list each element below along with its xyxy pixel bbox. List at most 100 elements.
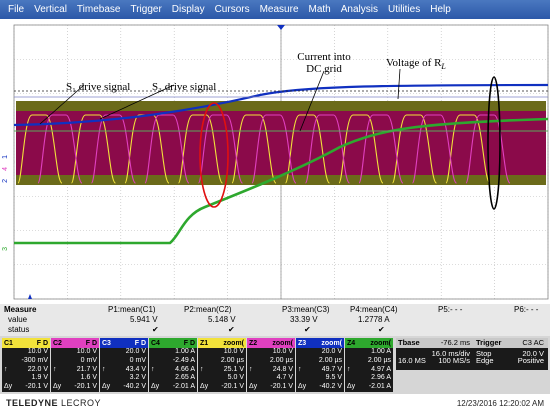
- timebase-samples: 16.0 MS: [398, 356, 426, 366]
- annotation-arrow: [397, 68, 401, 100]
- menu-item-vertical[interactable]: Vertical: [34, 4, 67, 15]
- channel-box-z2[interactable]: Z2 zoom(10.0 V 2.00 µs ↑ 24.8 V 4.7 V Δy -20.1 …: [247, 338, 295, 392]
- menu-item-trigger[interactable]: Trigger: [130, 4, 162, 15]
- menu-bar: File Vertical Timebase Trigger Display Cursor…: [0, 0, 550, 19]
- status-check-icon: ✔: [228, 325, 235, 334]
- channel-box-z1[interactable]: Z1 zoom(10.0 V 2.00 µs ↑ 25.1 V 5.0 V Δy -20.1 …: [198, 338, 246, 392]
- timebase-div: 16.0 ms/div: [431, 349, 470, 358]
- channel-line-value: 0 mV: [129, 356, 146, 364]
- measure-param-value: 5.148 V: [208, 315, 236, 324]
- measure-label: Measure: [4, 305, 37, 314]
- menu-item-measure[interactable]: Measure: [259, 4, 299, 15]
- channel-line-value: 4.66 A: [175, 365, 195, 373]
- channel-flags: F D: [85, 339, 97, 347]
- channel-marker-3[interactable]: 3: [2, 247, 9, 251]
- trace-c3-voltage: [13, 83, 549, 127]
- channel-line-value: -20.1 V: [74, 383, 97, 391]
- menu-item-analysis[interactable]: Analysis: [340, 4, 378, 15]
- menu-item-math[interactable]: Math: [308, 4, 331, 15]
- measure-row-status-label: status: [8, 325, 30, 334]
- timebase-rate: 100 MS/s: [438, 356, 470, 366]
- trigger-mode: Stop: [476, 349, 492, 358]
- channel-line-prefix: Δy: [249, 383, 258, 391]
- measure-param-name[interactable]: P5:- - -: [438, 305, 463, 314]
- trace-c2-pulses: [37, 114, 511, 184]
- channel-tag: C4: [151, 339, 160, 347]
- channel-marker-1[interactable]: 1: [2, 155, 9, 159]
- channel-line-value: 22.0 V: [27, 365, 48, 373]
- annotation-voltage: Voltage of RL: [386, 57, 446, 72]
- timestamp: 12/23/2016 12:20:02 AM: [456, 399, 544, 408]
- channel-line-value: 10.0 V: [76, 348, 97, 355]
- channel-line-prefix: Δy: [53, 383, 62, 391]
- measure-param-value: 33.39 V: [290, 315, 318, 324]
- annotation-arrow: [99, 84, 175, 120]
- channel-tag: C3: [102, 339, 111, 347]
- channel-line-value: 1.00 A: [175, 348, 195, 355]
- channel-line-value: 20.0 V: [125, 348, 146, 355]
- measure-param-name[interactable]: P6:- - -: [514, 305, 539, 314]
- channel-line-value: 2.00 µs: [367, 356, 391, 364]
- channel-line-prefix: ↑: [200, 365, 204, 373]
- channel-line-value: -20.1 V: [270, 383, 293, 391]
- channel-flags: zoom(: [321, 339, 342, 347]
- menu-item-timebase[interactable]: Timebase: [76, 4, 121, 15]
- channel-box-c1[interactable]: C1 F D 10.0 V -300 mV ↑ 22.0 V 1.9 V Δy -20.1 V: [2, 338, 50, 392]
- channel-line-prefix: ↑: [151, 365, 155, 373]
- menu-item-file[interactable]: File: [8, 4, 25, 15]
- channel-line-value: 49.7 V: [321, 365, 342, 373]
- channel-marker-4[interactable]: 4: [2, 167, 9, 171]
- channel-line-prefix: ↑: [102, 365, 106, 373]
- channel-tag: C1: [4, 339, 13, 347]
- channel-line-value: 25.1 V: [223, 365, 244, 373]
- trigger-level: 20.0 V: [522, 349, 544, 358]
- channel-box-z4[interactable]: Z4 zoom(1.00 A 2.00 µs ↑ 4.97 A 2.96 A Δy -2.01…: [345, 338, 393, 392]
- measure-param-name[interactable]: P4:mean(C4): [350, 305, 398, 314]
- channel-flags: F D: [134, 339, 146, 347]
- menu-item-display[interactable]: Display: [171, 4, 205, 15]
- menu-item-help[interactable]: Help: [430, 4, 451, 15]
- channel-line-value: 20.0 V: [321, 348, 342, 355]
- channel-line-value: 0 mV: [80, 356, 97, 364]
- menu-item-cursors[interactable]: Cursors: [214, 4, 250, 15]
- channel-line-value: -40.2 V: [319, 383, 342, 391]
- channel-line-value: -2.49 A: [172, 356, 195, 364]
- status-check-icon: ✔: [152, 325, 159, 334]
- annotation-arrow: [299, 70, 325, 132]
- channel-line-prefix: Δy: [102, 383, 111, 391]
- channel-box-z3[interactable]: Z3 zoom(20.0 V 2.00 µs ↑ 49.7 V 9.5 V Δy -40.2 …: [296, 338, 344, 392]
- pwm-fill: [16, 111, 546, 175]
- channel-flags: zoom(: [272, 339, 293, 347]
- channel-line-value: 2.00 µs: [318, 356, 342, 364]
- scope-display[interactable]: S₁ drive signal S₃ drive signal Current …: [0, 19, 550, 304]
- annotation-current-line2: DC grid: [306, 63, 342, 75]
- brand-light: LECROY: [58, 398, 102, 408]
- measure-param-name[interactable]: P2:mean(C2): [184, 305, 232, 314]
- annotation-current-line1: Current into: [297, 51, 351, 63]
- menu-item-utilities[interactable]: Utilities: [387, 4, 421, 15]
- measure-param-name[interactable]: P3:mean(C3): [282, 305, 330, 314]
- status-check-icon: ✔: [304, 325, 311, 334]
- channel-descriptor-bar: Z4 zoom(1.00 A 2.00 µs ↑ 4.97 A 2.96 A Δy -2.01…: [0, 336, 550, 394]
- channel-tag: Z1: [200, 339, 209, 347]
- channel-flags: zoom(: [223, 339, 244, 347]
- annotation-s3: S₃ drive signal: [152, 81, 217, 93]
- annotation-s1: S₁ drive signal: [66, 81, 131, 93]
- channel-box-c4[interactable]: C4 F D 1.00 A -2.49 A ↑ 4.66 A 2.65 A Δy -2.01 A: [149, 338, 197, 392]
- channel-line-prefix: ↑: [4, 365, 8, 373]
- channel-line-value: 24.8 V: [272, 365, 293, 373]
- channel-line-prefix: ↑: [347, 365, 351, 373]
- measure-panel: Measure P1:mean(C1) P2:mean(C2) P3:mean(…: [0, 304, 550, 336]
- channel-line-prefix: Δy: [347, 383, 356, 391]
- channel-line-value: 9.5 V: [325, 374, 342, 382]
- channel-line-prefix: Δy: [151, 383, 160, 391]
- channel-line-value: 2.65 A: [175, 374, 195, 382]
- annotation-voltage-text: Voltage of R: [386, 57, 442, 69]
- measure-param-name[interactable]: P1:mean(C1): [108, 305, 156, 314]
- measure-param-value: 1.2778 A: [358, 315, 390, 324]
- channel-marker-2[interactable]: 2: [2, 179, 9, 183]
- channel-line-value: 2.96 A: [371, 374, 391, 382]
- timebase-trigger-box[interactable]: Tbase -76.2 ms Trigger C3 AC 16.0 ms/div…: [396, 338, 548, 370]
